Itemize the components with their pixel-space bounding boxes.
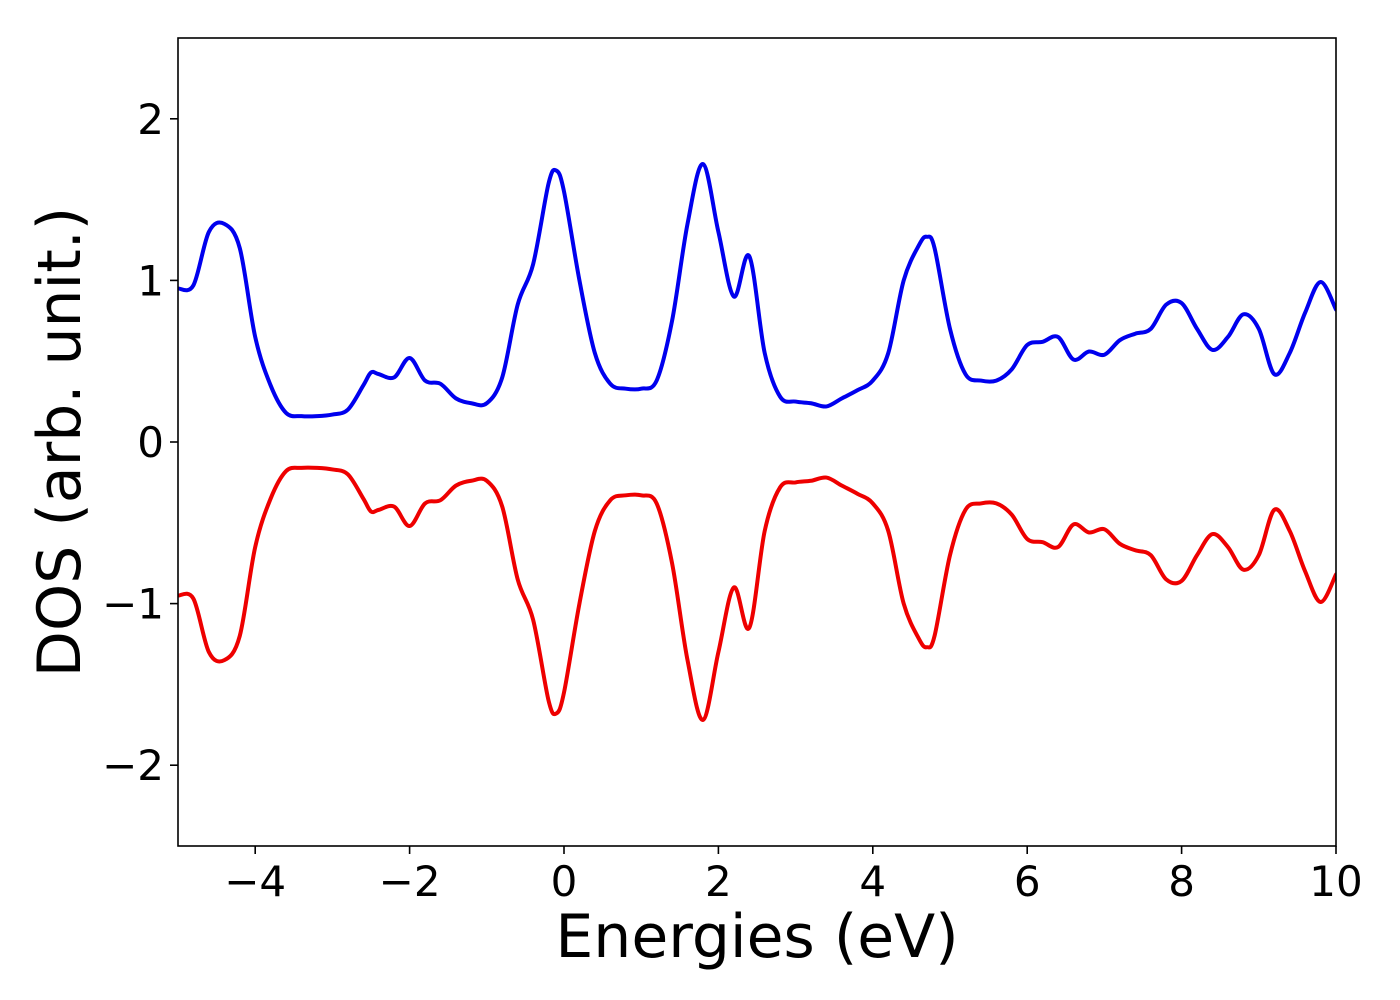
- x-tick-label: 0: [551, 857, 578, 906]
- x-axis: −4 −2 0 2 4 6 8 10: [224, 846, 1363, 906]
- series-layer: [178, 162, 1336, 722]
- y-tick-label: −2: [102, 741, 164, 790]
- x-tick-label: 8: [1168, 857, 1195, 906]
- y-axis-title: DOS (arb. unit.): [25, 207, 95, 677]
- x-tick-label: 2: [705, 857, 732, 906]
- y-tick-label: 1: [137, 256, 164, 305]
- series-line-1: [178, 162, 1336, 419]
- x-tick-label: 6: [1014, 857, 1041, 906]
- x-axis-title: Energies (eV): [555, 902, 958, 972]
- series-line-2: [178, 465, 1336, 722]
- x-tick-label: 4: [859, 857, 886, 906]
- x-tick-label: −4: [224, 857, 286, 906]
- x-tick-label: 10: [1309, 857, 1362, 906]
- y-tick-label: −1: [102, 580, 164, 629]
- y-axis: −2 −1 0 1 2: [102, 95, 178, 790]
- x-tick-label: −2: [379, 857, 441, 906]
- y-tick-label: 2: [137, 95, 164, 144]
- y-tick-label: 0: [137, 418, 164, 467]
